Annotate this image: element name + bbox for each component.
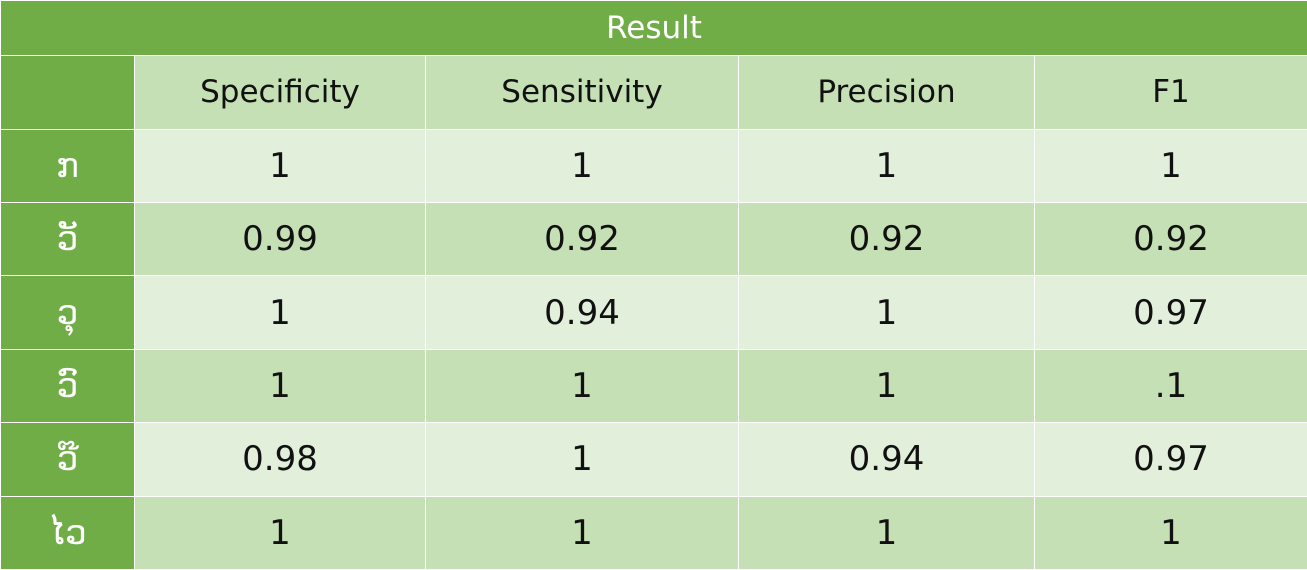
column-header-row: Specificity Sensitivity Precision F1: [0, 55, 1307, 130]
f1-cell: 0.97: [1034, 422, 1307, 497]
sensitivity-cell: 0.94: [425, 275, 739, 350]
row-label: ວົ: [0, 348, 135, 424]
f1-cell: .1: [1034, 348, 1307, 424]
specificity-cell: 1: [134, 348, 426, 424]
f1-cell: 0.97: [1034, 275, 1307, 350]
sensitivity-cell: 1: [425, 495, 739, 570]
column-header-precision: Precision: [738, 55, 1035, 130]
precision-cell: 1: [738, 495, 1035, 570]
specificity-cell: 0.99: [134, 202, 426, 277]
specificity-cell: 1: [134, 495, 426, 570]
specificity-cell: 1: [134, 275, 426, 350]
row-label: ວຸ: [0, 275, 135, 350]
table-row: ໄວ 1 1 1 1: [0, 495, 1307, 570]
title-row: Result: [0, 0, 1307, 57]
column-header-f1: F1: [1034, 55, 1307, 130]
precision-cell: 0.94: [738, 422, 1035, 497]
f1-cell: 0.92: [1034, 202, 1307, 277]
corner-cell: [0, 55, 135, 130]
specificity-cell: 1: [134, 128, 426, 204]
f1-cell: 1: [1034, 495, 1307, 570]
table-row: ວັ 0.99 0.92 0.92 0.92: [0, 202, 1307, 277]
table-row: ວຸ 1 0.94 1 0.97: [0, 275, 1307, 350]
precision-cell: 1: [738, 275, 1035, 350]
table-row: ວ໊ 0.98 1 0.94 0.97: [0, 422, 1307, 497]
row-label: ວັ: [0, 202, 135, 277]
row-label: ໄວ: [0, 495, 135, 570]
sensitivity-cell: 0.92: [425, 202, 739, 277]
table-row: ກ 1 1 1 1: [0, 128, 1307, 204]
f1-cell: 1: [1034, 128, 1307, 204]
sensitivity-cell: 1: [425, 128, 739, 204]
column-header-specificity: Specificity: [134, 55, 426, 130]
precision-cell: 1: [738, 128, 1035, 204]
table-row: ວົ 1 1 1 .1: [0, 348, 1307, 424]
row-label: ກ: [0, 128, 135, 204]
precision-cell: 0.92: [738, 202, 1035, 277]
sensitivity-cell: 1: [425, 348, 739, 424]
sensitivity-cell: 1: [425, 422, 739, 497]
table-title: Result: [0, 0, 1307, 57]
precision-cell: 1: [738, 348, 1035, 424]
row-label: ວ໊: [0, 422, 135, 497]
column-header-sensitivity: Sensitivity: [425, 55, 739, 130]
specificity-cell: 0.98: [134, 422, 426, 497]
